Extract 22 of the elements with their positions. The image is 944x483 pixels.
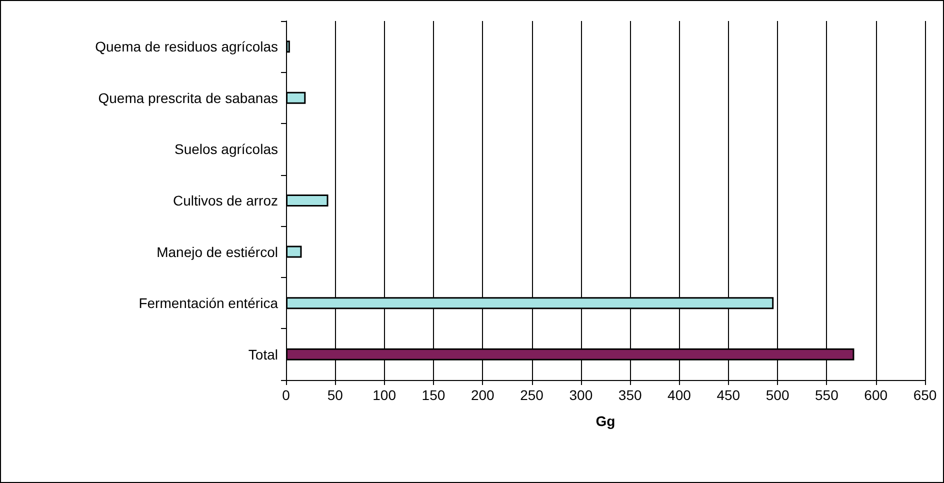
x-tick-label: 400 xyxy=(668,387,692,403)
x-tick-label: 500 xyxy=(766,387,790,403)
x-tick-label: 150 xyxy=(422,387,446,403)
y-tick-label: Quema prescrita de sabanas xyxy=(98,90,278,106)
y-tick-label: Total xyxy=(248,346,278,362)
x-axis-title: Gg xyxy=(596,413,616,429)
x-tick-label: 350 xyxy=(618,387,642,403)
x-tick-label: 200 xyxy=(470,387,495,403)
y-tick-label: Quema de residuos agrícolas xyxy=(95,38,278,55)
y-tick-label: Cultivos de arroz xyxy=(172,192,278,208)
x-tick-label: 250 xyxy=(520,387,544,403)
x-tick-label: 0 xyxy=(282,387,290,403)
y-tick-label: Suelos agrícolas xyxy=(174,141,278,158)
x-tick-label: 300 xyxy=(569,387,593,403)
x-tick-label: 50 xyxy=(327,387,344,403)
x-tick-label: 450 xyxy=(716,387,740,403)
y-tick-label: Fermentación entérica xyxy=(138,295,278,312)
x-tick-label: 600 xyxy=(864,387,888,403)
x-tick-label: 650 xyxy=(913,387,937,403)
y-tick-label: Manejo de estiércol xyxy=(156,244,278,260)
x-tick-label: 550 xyxy=(815,387,839,403)
x-tick-label: 100 xyxy=(372,387,396,403)
